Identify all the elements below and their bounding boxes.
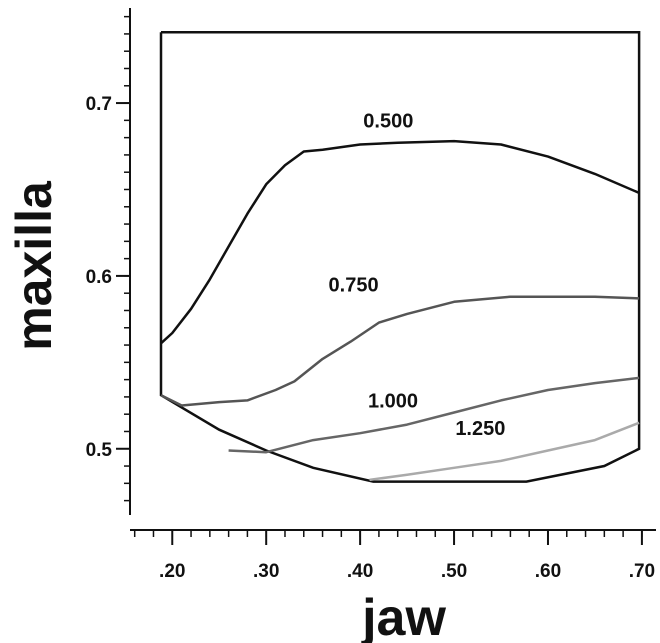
contour-value-label: 0.500 (363, 110, 413, 132)
x-tick-label: .40 (347, 561, 373, 582)
y-axis-title: maxilla (6, 180, 62, 351)
feasible-region-boundary (159, 30, 641, 483)
contour-line (369, 421, 640, 482)
contour-value-label: 1.000 (368, 390, 418, 412)
contour-line (228, 376, 640, 454)
y-tick-label: 0.6 (86, 267, 112, 288)
x-tick-label: .50 (441, 561, 467, 582)
x-tick-label: .20 (159, 561, 185, 582)
contour-line (160, 295, 640, 407)
contour-value-label: 1.250 (455, 418, 505, 440)
contour-labels: 0.500 0.750 1.000 1.250 (329, 110, 506, 440)
x-tick-label: .30 (253, 561, 279, 582)
x-tick-label: .60 (535, 561, 561, 582)
contour-lines (160, 139, 640, 482)
x-axis-title: jaw (361, 589, 446, 643)
y-ticks: 0.5 0.6 0.7 (86, 15, 130, 502)
y-tick-label: 0.7 (86, 94, 112, 115)
axes: 0.5 0.6 0.7 .20 .30 .40 .50 .60 .70 (86, 8, 656, 582)
contour-line (160, 139, 640, 345)
contour-value-label: 0.750 (329, 274, 379, 296)
x-ticks: .20 .30 .40 .50 .60 .70 (133, 530, 655, 582)
y-tick-label: 0.5 (86, 440, 113, 461)
x-tick-label: .70 (629, 561, 655, 582)
